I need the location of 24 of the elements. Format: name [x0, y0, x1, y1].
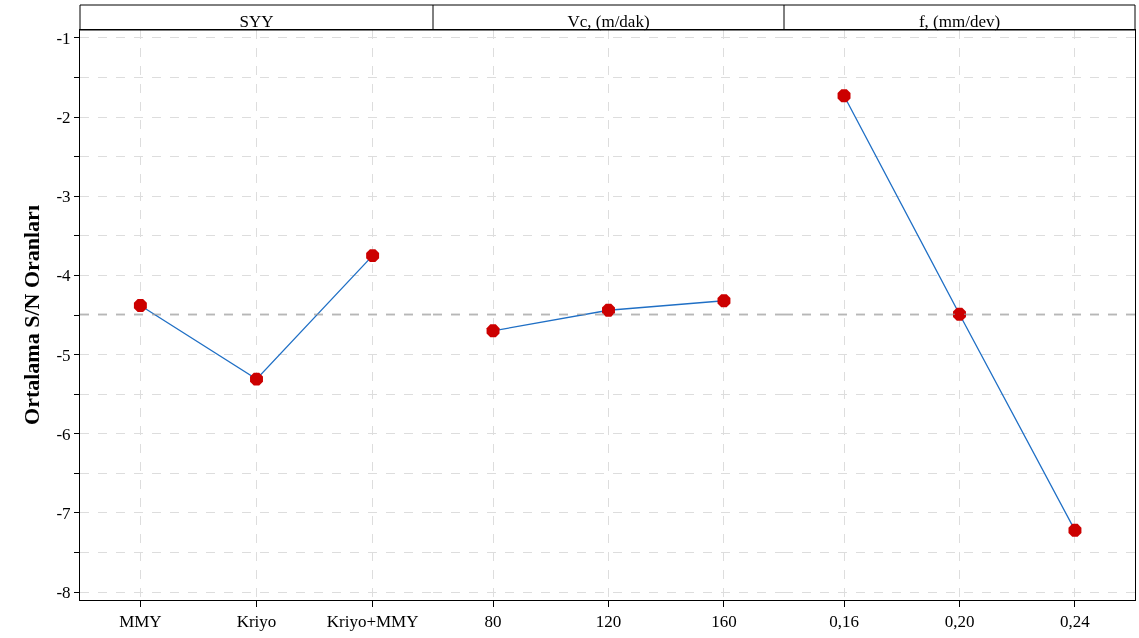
point — [250, 372, 263, 386]
x-tick-label: 160 — [711, 612, 737, 632]
chart-title: Vc, (m/dak) — [567, 12, 650, 31]
x-tick-label: Kriyo — [236, 612, 277, 632]
y-tick-label: -6 — [56, 424, 71, 444]
y-tick-label: -7 — [56, 503, 72, 523]
y-tick-label: -8 — [56, 583, 71, 603]
point — [366, 249, 380, 263]
x-tick-label: 0,16 — [829, 612, 859, 632]
y-tick-label: -3 — [56, 187, 71, 207]
x-tick-label: 0,20 — [944, 612, 975, 632]
x-tick-label: 0,24 — [1060, 612, 1091, 632]
y-tick-label: -4 — [56, 266, 72, 286]
chart-title: SYY — [239, 12, 274, 31]
x-tick-label: MMY — [119, 612, 162, 632]
point — [133, 299, 147, 312]
y-tick-label: -1 — [56, 28, 71, 48]
x-tick-label: 120 — [595, 612, 622, 632]
y-axis-title: Ortalama S/N Oranları — [19, 205, 45, 425]
x-tick-label: Kriyo+MMY — [326, 612, 419, 632]
x-tick-label: 80 — [484, 612, 502, 632]
chart-title: f, (mm/dev) — [918, 12, 1001, 31]
y-tick-label: -5 — [56, 345, 71, 365]
y-tick-label: -2 — [56, 108, 71, 128]
